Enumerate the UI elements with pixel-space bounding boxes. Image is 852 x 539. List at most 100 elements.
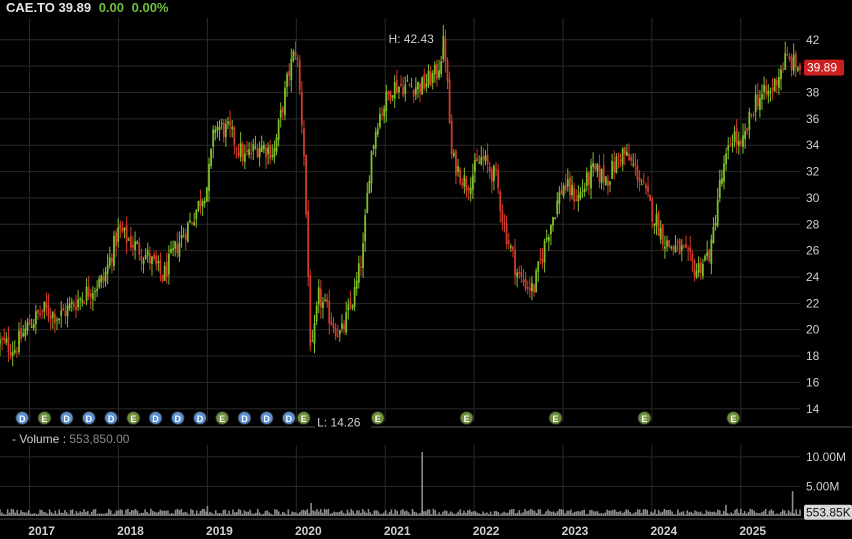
- candle-body: [298, 60, 301, 91]
- volume-bar: [371, 514, 374, 516]
- volume-bar: [434, 510, 437, 516]
- volume-bar: [222, 509, 225, 516]
- candle-body: [592, 163, 595, 168]
- candle-body: [30, 326, 33, 328]
- volume-header[interactable]: - Volume : 553,850.00: [12, 432, 129, 446]
- volume-bar: [696, 511, 698, 516]
- volume-bar: [270, 513, 272, 516]
- dividend-marker: [81, 411, 96, 425]
- volume-bar: [224, 509, 227, 516]
- candle-body: [526, 287, 529, 289]
- volume-bar: [629, 511, 631, 516]
- candle-body: [140, 256, 143, 261]
- volume-bar: [682, 511, 685, 516]
- volume-bar: [384, 510, 387, 516]
- volume-bar: [680, 511, 683, 516]
- candle-body: [28, 319, 31, 326]
- candle-body: [195, 209, 198, 220]
- volume-bar: [69, 510, 72, 516]
- volume-bar: [77, 512, 80, 516]
- volume-bar: [388, 511, 391, 516]
- candle-body: [224, 123, 227, 138]
- volume-bar: [58, 509, 60, 516]
- candle-body: [765, 85, 768, 94]
- volume-bar: [18, 513, 20, 516]
- candle-body: [626, 151, 628, 156]
- candle-body: [161, 274, 164, 281]
- volume-bar: [150, 508, 152, 516]
- volume-bar: [720, 513, 723, 516]
- candle-body: [771, 87, 774, 91]
- volume-value: 553,850.00: [69, 432, 130, 446]
- candle-body: [499, 191, 502, 212]
- volume-bar: [400, 510, 402, 516]
- volume-bar: [247, 511, 250, 516]
- volume-bar: [392, 513, 395, 516]
- volume-bar: [352, 510, 355, 516]
- volume-bar: [606, 509, 608, 516]
- volume-bar: [10, 508, 13, 516]
- candle-body: [0, 339, 1, 345]
- volume-bar: [566, 510, 568, 516]
- volume-bar: [764, 509, 767, 516]
- volume-bar: [323, 508, 326, 516]
- candle-body: [683, 246, 685, 248]
- price-tick-label: 32: [806, 165, 820, 179]
- candle-body: [461, 183, 464, 186]
- event-marker-label: D: [286, 414, 293, 424]
- volume-bar: [430, 514, 433, 516]
- candle-body: [455, 150, 457, 176]
- volume-tick-label: 10.00M: [806, 450, 846, 464]
- candle-body: [11, 352, 14, 356]
- volume-bar: [453, 514, 456, 516]
- candle-body: [712, 226, 715, 243]
- candle-body: [281, 107, 284, 113]
- candle-body: [395, 80, 398, 93]
- candle-body: [262, 145, 265, 150]
- candle-body: [229, 121, 231, 127]
- earnings-marker: [726, 411, 741, 425]
- candle-body: [402, 86, 405, 96]
- candle-body: [106, 264, 109, 274]
- candle-body: [769, 90, 772, 92]
- volume-bar: [615, 511, 618, 516]
- volume-bar: [753, 510, 755, 516]
- candle-body: [108, 257, 111, 266]
- candle-body: [117, 227, 120, 242]
- last-price-label: 39.89: [807, 61, 837, 75]
- candle-body: [404, 84, 407, 94]
- volume-bar: [463, 510, 465, 516]
- volume-bar: [417, 513, 419, 516]
- candle-body: [659, 227, 662, 240]
- dividend-marker: [237, 411, 252, 425]
- candle-body: [640, 184, 643, 186]
- candle-body: [704, 256, 706, 261]
- volume-bar: [642, 509, 645, 516]
- candle-body: [484, 155, 487, 161]
- volume-bar: [524, 509, 526, 516]
- volume-bar: [190, 509, 192, 516]
- volume-bar: [159, 509, 162, 516]
- candle-body: [174, 241, 177, 249]
- volume-bar: [602, 513, 605, 516]
- volume-bar: [289, 514, 292, 516]
- candle-body: [739, 141, 742, 145]
- volume-bar: [594, 511, 597, 516]
- volume-bar: [16, 509, 18, 516]
- candle-body: [37, 309, 39, 314]
- volume-bar: [686, 510, 689, 516]
- volume-bar: [39, 509, 41, 516]
- candle-body: [467, 188, 470, 191]
- candle-body: [440, 61, 443, 74]
- candle-body: [486, 154, 489, 165]
- candle-body: [376, 128, 379, 135]
- candle-body: [708, 249, 711, 262]
- candle-body: [664, 246, 666, 249]
- candle-body: [379, 114, 381, 128]
- volume-bar: [262, 513, 265, 516]
- candle-body: [575, 199, 578, 201]
- candle-body: [729, 145, 732, 147]
- candle-body: [334, 328, 337, 336]
- year-tick-label: 2019: [206, 524, 233, 538]
